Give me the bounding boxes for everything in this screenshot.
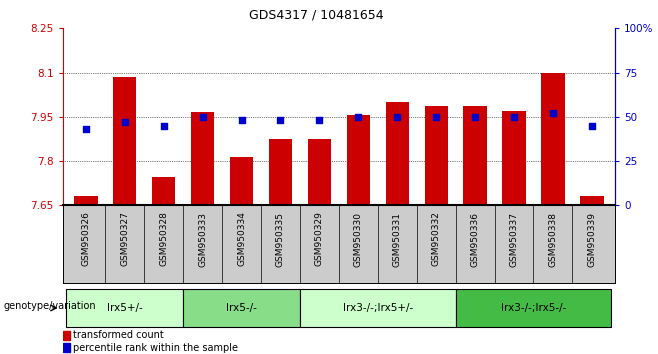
- Text: GDS4317 / 10481654: GDS4317 / 10481654: [249, 9, 383, 22]
- Text: GSM950338: GSM950338: [549, 212, 557, 267]
- Bar: [66, 289, 183, 327]
- Bar: [308, 139, 331, 205]
- Text: percentile rank within the sample: percentile rank within the sample: [73, 343, 238, 353]
- Text: GSM950336: GSM950336: [470, 212, 480, 267]
- Bar: [542, 73, 565, 205]
- Bar: [230, 157, 253, 205]
- Point: [314, 118, 324, 123]
- Text: lrx5+/-: lrx5+/-: [107, 303, 143, 313]
- Point: [236, 118, 247, 123]
- Point: [587, 123, 597, 129]
- Point: [80, 126, 91, 132]
- Bar: [455, 289, 611, 327]
- Bar: [152, 177, 176, 205]
- Text: lrx3-/-;lrx5+/-: lrx3-/-;lrx5+/-: [343, 303, 413, 313]
- Text: GSM950335: GSM950335: [276, 212, 285, 267]
- Text: GSM950339: GSM950339: [588, 212, 596, 267]
- Bar: [191, 113, 215, 205]
- Bar: [424, 107, 448, 205]
- Bar: [300, 289, 455, 327]
- Bar: [386, 102, 409, 205]
- Bar: [63, 331, 70, 339]
- Bar: [63, 343, 70, 352]
- Text: lrx5-/-: lrx5-/-: [226, 303, 257, 313]
- Text: GSM950337: GSM950337: [509, 212, 519, 267]
- Point: [547, 110, 558, 116]
- Text: GSM950332: GSM950332: [432, 212, 441, 267]
- Point: [392, 114, 403, 120]
- Point: [509, 114, 519, 120]
- Text: GSM950331: GSM950331: [393, 212, 402, 267]
- Text: transformed count: transformed count: [73, 330, 164, 340]
- Text: genotype/variation: genotype/variation: [3, 301, 96, 311]
- Bar: [183, 289, 300, 327]
- Bar: [580, 196, 603, 205]
- Point: [470, 114, 480, 120]
- Text: GSM950333: GSM950333: [198, 212, 207, 267]
- Text: GSM950326: GSM950326: [82, 212, 90, 267]
- Text: GSM950330: GSM950330: [354, 212, 363, 267]
- Point: [431, 114, 442, 120]
- Point: [197, 114, 208, 120]
- Text: GSM950329: GSM950329: [315, 212, 324, 267]
- Point: [275, 118, 286, 123]
- Point: [120, 119, 130, 125]
- Bar: [74, 196, 97, 205]
- Text: GSM950334: GSM950334: [237, 212, 246, 267]
- Point: [159, 123, 169, 129]
- Text: lrx3-/-;lrx5-/-: lrx3-/-;lrx5-/-: [501, 303, 566, 313]
- Point: [353, 114, 364, 120]
- Bar: [463, 107, 487, 205]
- Bar: [502, 111, 526, 205]
- Bar: [113, 77, 136, 205]
- Bar: [347, 115, 370, 205]
- Text: GSM950328: GSM950328: [159, 212, 168, 267]
- Text: GSM950327: GSM950327: [120, 212, 129, 267]
- Bar: [269, 139, 292, 205]
